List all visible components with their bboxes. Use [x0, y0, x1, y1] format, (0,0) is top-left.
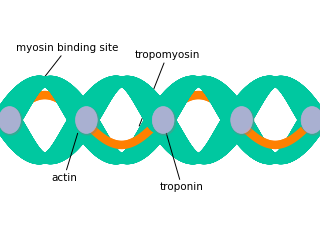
Ellipse shape	[76, 107, 99, 135]
Ellipse shape	[301, 107, 320, 133]
Ellipse shape	[231, 107, 254, 135]
Ellipse shape	[153, 107, 176, 135]
Text: tropomyosin: tropomyosin	[134, 50, 200, 126]
Ellipse shape	[152, 107, 174, 133]
Ellipse shape	[301, 107, 320, 135]
Ellipse shape	[76, 107, 97, 133]
Ellipse shape	[0, 107, 20, 133]
Text: actin: actin	[51, 115, 83, 183]
Ellipse shape	[231, 107, 252, 133]
Text: troponin: troponin	[160, 122, 204, 192]
Text: myosin binding site: myosin binding site	[13, 43, 118, 118]
Ellipse shape	[0, 107, 22, 135]
